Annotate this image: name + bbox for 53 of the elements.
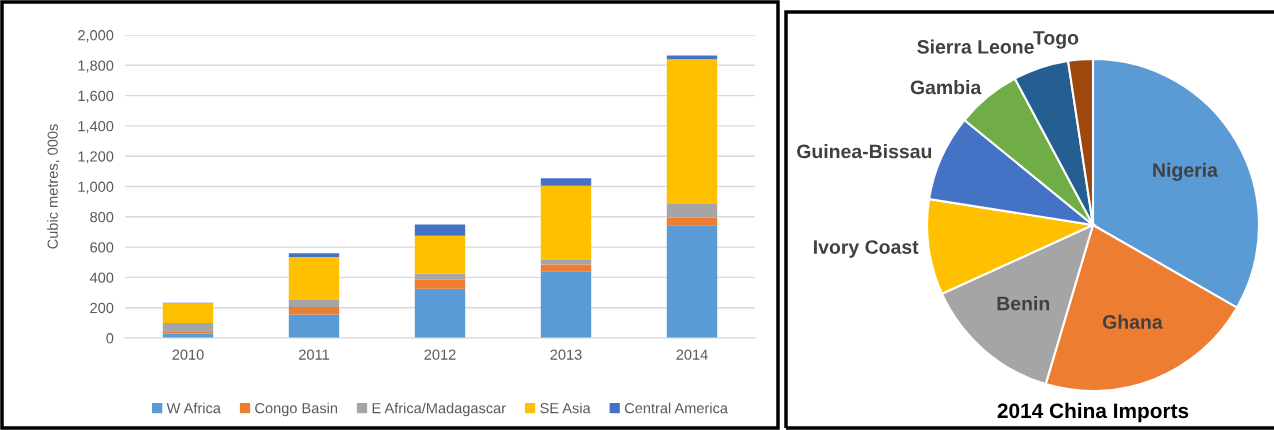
y-tick-label: 800: [90, 211, 114, 223]
slice-label: Benin: [997, 296, 1050, 311]
bar: [288, 299, 340, 307]
x-tick-label: 2013: [550, 349, 582, 360]
bar: [666, 203, 718, 218]
bar: [540, 259, 592, 265]
bar: [414, 224, 466, 236]
x-tick-label: 2011: [299, 349, 329, 360]
slice-label: Togo: [1033, 31, 1079, 49]
text: 2014 China Imports: [997, 402, 1189, 423]
bar: [162, 303, 214, 323]
bar: [666, 59, 718, 204]
bar: [414, 279, 466, 289]
bar: [414, 288, 466, 338]
y-tick-label: 1,600: [78, 90, 114, 103]
bar: [288, 306, 340, 315]
y-tick-label: 400: [89, 272, 114, 283]
bar: [666, 55, 718, 60]
legend-label: Central America: [624, 402, 728, 414]
slice-label: Nigeria: [1153, 162, 1219, 181]
x-tick-label: 2012: [424, 349, 456, 360]
y-tick-label: 200: [90, 302, 114, 314]
bar: [162, 323, 214, 332]
x-tick-label: 2014: [676, 349, 708, 360]
legend-label: Congo Basin: [255, 402, 338, 417]
slice-label: Ivory Coast: [814, 240, 919, 258]
bar: [288, 256, 340, 300]
legend-label: E Africa/Madagascar: [372, 402, 506, 417]
bar: [540, 185, 592, 260]
y-tick-label: 1,200: [78, 151, 114, 164]
y-tick-label: 1,800: [78, 60, 114, 73]
slice-label: Gambia: [910, 80, 982, 95]
bar: [540, 178, 592, 186]
bar: [666, 217, 718, 226]
y-tick-label: 600: [90, 242, 114, 253]
bar: [414, 235, 466, 274]
slice-label: Guinea-Bissau: [797, 144, 932, 159]
y-tick-label: 1,400: [78, 121, 114, 134]
slice-label: Ghana: [1102, 314, 1163, 329]
slice-label: Sierra Leone: [917, 39, 1034, 54]
y-tick-label: 2,000: [78, 30, 114, 43]
y-axis-title: Cubic metres, 000s: [47, 124, 60, 249]
bar: [540, 271, 592, 338]
y-tick-label: 1,000: [78, 181, 114, 194]
bar: [414, 273, 466, 280]
bar: [288, 253, 340, 257]
x-tick-label: 2010: [172, 349, 204, 360]
y-tick-label: 0: [106, 333, 114, 344]
legend-label: SE Asia: [540, 402, 591, 414]
bar: [666, 225, 718, 338]
bar: [162, 331, 214, 334]
bar: [288, 314, 340, 338]
legend-label: W Africa: [166, 402, 221, 414]
